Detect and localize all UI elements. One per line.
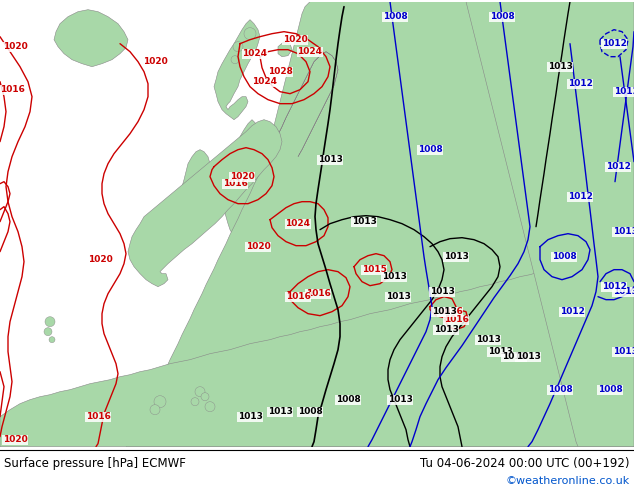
Text: 1020: 1020 — [143, 57, 167, 66]
Circle shape — [195, 387, 205, 397]
Text: 1015: 1015 — [361, 265, 387, 274]
Text: 1008: 1008 — [297, 407, 322, 416]
Text: 1008: 1008 — [489, 12, 514, 21]
Polygon shape — [128, 120, 282, 287]
Circle shape — [45, 317, 55, 327]
Text: 1012: 1012 — [614, 87, 634, 96]
Polygon shape — [214, 20, 260, 120]
Text: 1012: 1012 — [567, 192, 592, 201]
Text: 1013: 1013 — [444, 252, 469, 261]
Circle shape — [244, 27, 256, 40]
Text: 1013: 1013 — [268, 407, 292, 416]
Text: 1016: 1016 — [86, 412, 110, 421]
Polygon shape — [540, 1, 634, 447]
Circle shape — [231, 56, 239, 64]
Text: 1012: 1012 — [602, 282, 626, 291]
Polygon shape — [452, 1, 578, 447]
Text: 1024: 1024 — [252, 77, 278, 86]
Text: Tu 04-06-2024 00:00 UTC (00+192): Tu 04-06-2024 00:00 UTC (00+192) — [420, 457, 630, 470]
Circle shape — [205, 402, 215, 412]
Circle shape — [44, 328, 52, 336]
Text: 1020: 1020 — [230, 172, 254, 181]
Circle shape — [154, 395, 166, 408]
Circle shape — [201, 392, 209, 401]
Text: 1012: 1012 — [560, 307, 585, 316]
Polygon shape — [466, 1, 634, 447]
Text: 1016: 1016 — [285, 292, 311, 301]
Circle shape — [191, 398, 199, 406]
Text: 1020: 1020 — [283, 35, 307, 44]
Polygon shape — [414, 90, 432, 132]
Text: 1024: 1024 — [285, 219, 311, 228]
Text: 1016: 1016 — [444, 315, 469, 324]
Text: 1016: 1016 — [306, 289, 330, 298]
Text: Surface pressure [hPa] ECMWF: Surface pressure [hPa] ECMWF — [4, 457, 186, 470]
Text: 1013: 1013 — [382, 272, 406, 281]
Text: 1013: 1013 — [387, 395, 413, 404]
Text: 1020: 1020 — [245, 242, 270, 251]
Text: 1013: 1013 — [385, 292, 410, 301]
Polygon shape — [54, 10, 128, 67]
Text: 1013: 1013 — [501, 352, 526, 361]
Text: 1013: 1013 — [434, 325, 458, 334]
Text: 1013: 1013 — [430, 287, 455, 296]
Text: 1013: 1013 — [612, 287, 634, 296]
Text: 1024: 1024 — [297, 47, 323, 56]
Text: 1016: 1016 — [223, 179, 247, 188]
Text: 1008: 1008 — [418, 145, 443, 154]
Polygon shape — [222, 120, 270, 264]
Text: 1013: 1013 — [612, 347, 634, 356]
Text: 1013: 1013 — [476, 335, 500, 344]
Text: 1013: 1013 — [238, 412, 262, 421]
Circle shape — [150, 405, 160, 415]
Text: 1028: 1028 — [268, 67, 292, 76]
Text: 1008: 1008 — [552, 252, 576, 261]
Polygon shape — [0, 247, 634, 447]
Text: 1020: 1020 — [3, 42, 27, 51]
Text: 1013: 1013 — [488, 347, 512, 356]
Text: 1020: 1020 — [3, 435, 27, 444]
Polygon shape — [126, 1, 580, 447]
Text: 1012: 1012 — [567, 79, 592, 88]
Text: 1013: 1013 — [612, 227, 634, 236]
Text: 1013: 1013 — [548, 62, 573, 71]
Text: 1008: 1008 — [383, 12, 408, 21]
Text: ©weatheronline.co.uk: ©weatheronline.co.uk — [506, 475, 630, 486]
Text: 1008: 1008 — [335, 395, 360, 404]
Text: 1016: 1016 — [0, 85, 25, 94]
Text: 1008: 1008 — [598, 385, 623, 394]
Text: 1013: 1013 — [352, 217, 377, 226]
Text: 1024: 1024 — [242, 49, 268, 58]
Text: 1020: 1020 — [87, 255, 112, 264]
Polygon shape — [182, 149, 210, 204]
Text: 1012: 1012 — [602, 39, 626, 48]
Polygon shape — [340, 1, 540, 447]
Text: 1008: 1008 — [548, 385, 573, 394]
Text: 1013: 1013 — [432, 307, 456, 316]
Polygon shape — [278, 42, 292, 57]
Circle shape — [49, 337, 55, 343]
Circle shape — [233, 42, 243, 51]
Text: 1013: 1013 — [318, 155, 342, 164]
Text: 1013: 1013 — [515, 352, 540, 361]
Text: 1016: 1016 — [437, 307, 462, 316]
Text: 1012: 1012 — [605, 162, 630, 171]
